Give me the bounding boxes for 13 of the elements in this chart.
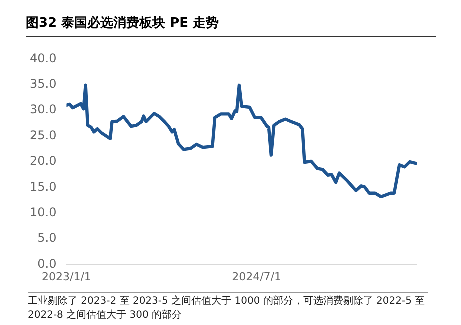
y-tick-label: 20.0 — [30, 154, 57, 168]
y-tick-label: 5.0 — [38, 231, 57, 246]
y-tick-label: 40.0 — [30, 51, 57, 66]
y-tick-label: 15.0 — [30, 180, 57, 194]
y-tick-label: 25.0 — [30, 128, 57, 142]
x-tick-label: 2024/7/1 — [232, 270, 282, 284]
x-tick-label: 2023/1/1 — [42, 270, 92, 284]
y-tick-label: 30.0 — [30, 102, 57, 117]
y-tick-label: 0.0 — [38, 256, 57, 271]
y-tick-label: 35.0 — [30, 77, 57, 92]
text: 工业剔除了 2023-2 至 2023-5 之间估值大于 1000 的部分，可选消费剔除了 2022-5 至 2022-8 之间估值大于 300 的部分 — [28, 292, 428, 323]
chart-title: 图32 泰国必选消费板块 PE 走势 — [26, 14, 436, 37]
y-tick-label: 10.0 — [30, 206, 57, 220]
